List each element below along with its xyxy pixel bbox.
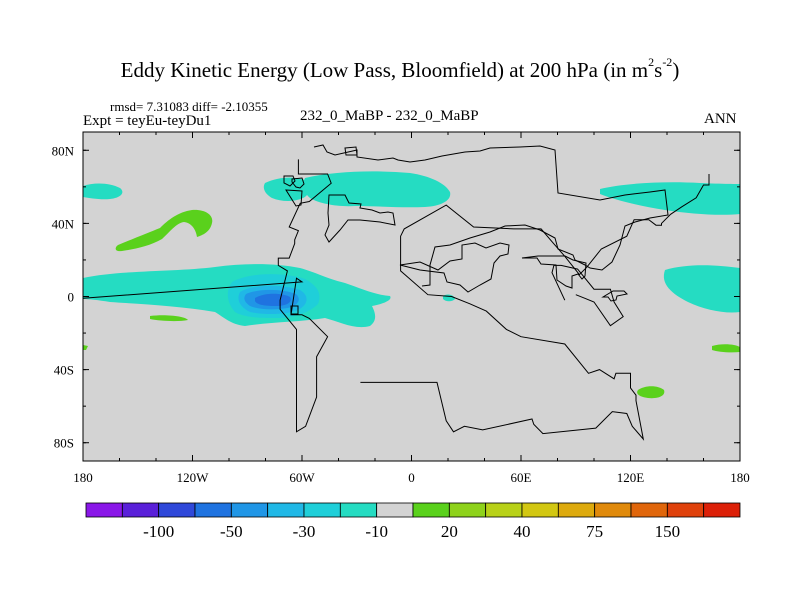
colorbar-label: -30 [293, 522, 316, 541]
anomaly-west-pacific-eq [663, 265, 740, 313]
x-tick-label: 60W [289, 470, 315, 485]
colorbar-swatch [412, 502, 450, 518]
y-tick-label: 80S [54, 436, 74, 451]
colorbar-label: 40 [514, 522, 531, 541]
chart-title: Eddy Kinetic Energy (Low Pass, Bloomfiel… [0, 55, 800, 83]
title-suffix: ) [672, 58, 680, 82]
colorbar-swatch [594, 502, 632, 518]
coast-cuba [290, 305, 299, 315]
colorbar-swatch [339, 502, 378, 518]
colorbar-swatch [85, 502, 123, 518]
colorbar-swatch [448, 502, 487, 518]
colorbar-swatch [267, 502, 305, 518]
anomaly-south-indian-positive [637, 386, 665, 399]
coast-svalbard [344, 146, 358, 156]
map-layer [83, 132, 740, 461]
x-tick-label: 120E [617, 470, 645, 485]
anomaly-north-pacific-east [263, 177, 310, 201]
coast-asia-east [551, 264, 624, 327]
anomaly-asia-north [600, 182, 740, 215]
title-superscript-2: -2 [662, 55, 673, 69]
colorbar: -100 -50 -30 -10 20 40 75 150 [85, 502, 741, 541]
colorbar-swatch [485, 502, 523, 518]
colorbar-swatch [666, 502, 705, 518]
colorbar-swatch [376, 502, 414, 518]
coast-alaska [283, 175, 296, 187]
title-mid: s [654, 58, 663, 82]
colorbar-label: 150 [655, 522, 681, 541]
colorbar-label: 75 [586, 522, 603, 541]
colorbar-label: 20 [441, 522, 458, 541]
colorbar-label: -50 [220, 522, 243, 541]
colorbar-swatch [230, 502, 269, 518]
colorbar-swatch [557, 502, 596, 518]
y-tick-label: 80N [52, 143, 75, 158]
anomaly-central-america-core [255, 293, 291, 306]
anomaly-dateline-positive [83, 345, 88, 350]
coastlines [83, 144, 710, 441]
colorbar-swatch [630, 502, 668, 518]
x-tick-label: 120W [177, 470, 210, 485]
anomaly-southern-ocean-positive [712, 344, 740, 353]
x-tick-label: 180 [730, 470, 750, 485]
x-tick-label: 180 [73, 470, 93, 485]
coast-mediterranean [399, 242, 510, 293]
x-tick-label: 60E [511, 470, 532, 485]
coast-caspian [521, 255, 587, 289]
case-label: 232_0_MaBP - 232_0_MaBP [300, 108, 479, 124]
colorbar-swatch [121, 502, 160, 518]
coast-uk [291, 177, 305, 189]
y-tick-label: 0 [68, 290, 75, 305]
colorbar-label: -10 [365, 522, 388, 541]
colorbar-label: -100 [143, 522, 174, 541]
anomaly-north-pacific-west [83, 183, 123, 200]
colorbar-swatch [158, 502, 196, 518]
colorbar-swatch [521, 502, 559, 518]
y-tick-label: 40N [52, 216, 75, 231]
colorbar-swatch [303, 502, 341, 518]
stats-label: rmsd= 7.31083 diff= -2.10355 [110, 99, 268, 114]
coast-greenland [313, 144, 669, 287]
coast-india-small [601, 290, 629, 302]
experiment-label: Expt = teyEu-teyDu1 [83, 113, 212, 129]
colorbar-swatch [703, 502, 741, 518]
y-tick-label: 40S [54, 363, 74, 378]
title-superscript-1: 2 [648, 55, 655, 69]
coast-europe-north [324, 194, 396, 243]
anomaly-pacific-positive [115, 209, 213, 252]
season-label: ANN [704, 111, 737, 127]
title-prefix: Eddy Kinetic Energy (Low Pass, Bloomfiel… [120, 58, 649, 82]
x-tick-label: 0 [408, 470, 415, 485]
colorbar-swatch [194, 502, 232, 518]
coast-africa-eurasia [360, 174, 710, 441]
coast-iceland [285, 189, 303, 207]
anomaly-atlantic-europe [303, 171, 451, 208]
anomaly-south-pacific-positive [150, 315, 188, 322]
coast-americas [83, 159, 332, 433]
axes: 180 120W 60W 0 60E 120E 180 80N 40N 0 40S 80S [52, 131, 750, 485]
